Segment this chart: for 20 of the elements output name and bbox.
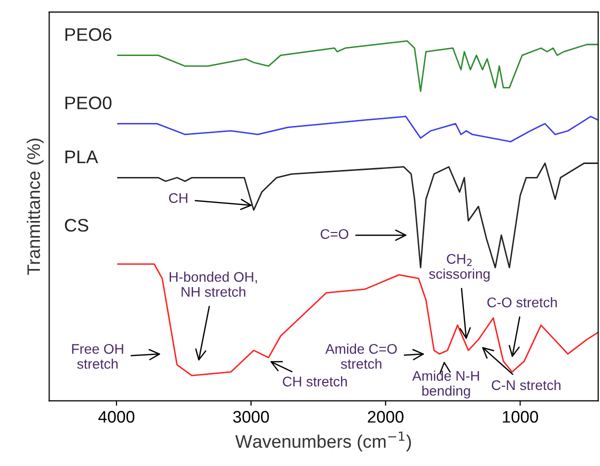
annotation: CH <box>169 193 188 203</box>
annotation: H-bonded OH, NH stretch <box>170 272 257 297</box>
annotation: C-O stretch <box>487 297 557 308</box>
series-label: PLA <box>65 150 98 164</box>
x-tick-label: 4000 <box>98 410 134 423</box>
series-label: PEO0 <box>65 96 112 110</box>
x-tick-label: 1000 <box>502 410 538 423</box>
annotation: Amide N-H bending <box>412 370 479 399</box>
annotation: Amide C=O stretch <box>325 344 397 369</box>
annotation: CH$_{2}$ scissoring <box>429 254 490 282</box>
text: CS <box>64 218 88 232</box>
annotation: CH stretch <box>282 376 347 386</box>
annotation: Free OH stretch <box>72 344 124 369</box>
x-axis-title: Wavenumbers (cm$^{−1}$) <box>235 432 411 452</box>
x-tick-label: 2000 <box>368 410 404 423</box>
annotation: C=O <box>320 229 348 239</box>
annotation: C-N stretch <box>492 380 560 390</box>
x-tick-label: 3000 <box>233 410 269 423</box>
series-label: PEO6 <box>65 28 112 41</box>
y-axis-title: Tranmittance (%) <box>26 138 44 275</box>
